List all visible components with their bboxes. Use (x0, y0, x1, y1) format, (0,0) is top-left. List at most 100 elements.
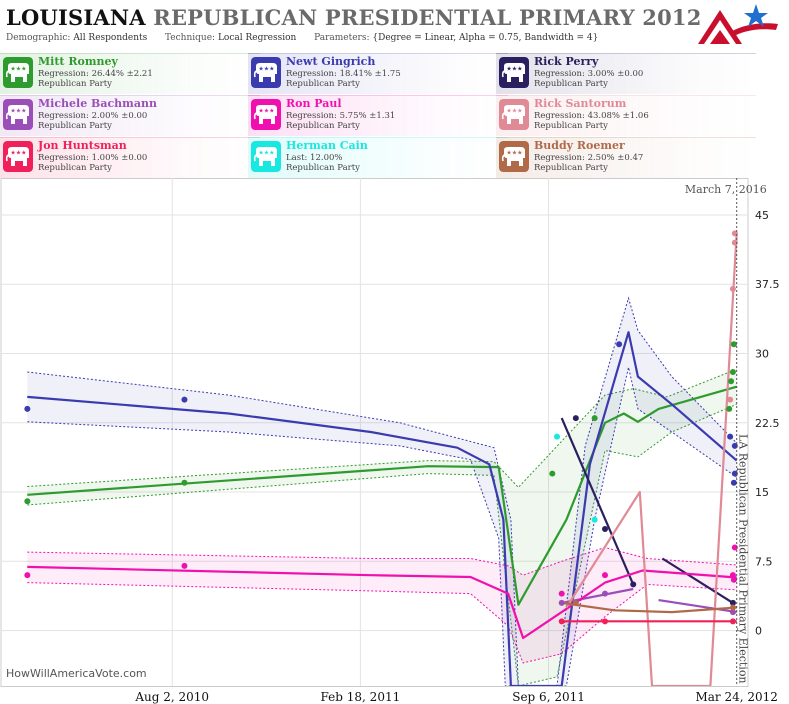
data-point-michele-bachmann-late- (729, 609, 736, 616)
demographic-label: Demographic: (6, 33, 71, 43)
y-tick-label: 37.5 (755, 278, 780, 291)
data-point-mitt-romney (24, 498, 31, 505)
lower-bound-ron-paul (27, 582, 737, 664)
svg-text:★★★: ★★★ (10, 66, 26, 73)
data-point-buddy-roemer (729, 604, 736, 611)
y-tick-label: 0 (755, 625, 762, 638)
svg-text:★★★: ★★★ (506, 108, 522, 115)
elephant-icon: ★★★ (251, 57, 281, 88)
x-tick-label: Aug 2, 2010 (134, 690, 209, 704)
legend-regression-value: Regression: 2.50% ±0.47 (534, 153, 644, 163)
title-state: LOUISIANA (6, 5, 146, 30)
data-point-ron-paul (731, 544, 738, 551)
x-tick-label: Feb 18, 2011 (321, 690, 401, 704)
trend-line-ron-paul (27, 565, 737, 640)
current-date-label: March 7, 2016 (685, 183, 767, 196)
data-point-newt-gingrich (181, 396, 188, 403)
elephant-icon: ★★★ (3, 99, 33, 130)
data-point-rick-santorum (729, 285, 736, 292)
legend-regression-value: Regression: 26.44% ±2.21 (38, 69, 153, 79)
legend-regression-value: Regression: 18.41% ±1.75 (286, 69, 401, 79)
data-point-newt-gingrich (730, 479, 737, 486)
data-point-mitt-romney (591, 415, 598, 422)
data-point-mitt-romney (726, 405, 733, 412)
trend-line-michele-bachmann (561, 587, 634, 604)
legend-candidate-name: Mitt Romney (38, 55, 118, 68)
legend-party: Republican Party (534, 163, 608, 173)
legend-candidate-name: Rick Perry (534, 55, 599, 68)
chart-plot: 0 7.5 15 22.5 30 37.5 45 Aug 2, 2010 Feb 18, 201… (0, 178, 780, 704)
data-point-rick-perry (601, 525, 608, 532)
elephant-icon: ★★★ (499, 57, 529, 88)
data-point-ron-paul (729, 572, 736, 579)
y-tick-label: 30 (755, 347, 769, 360)
legend-item-buddy-roemer[interactable]: ★★★ Buddy Roemer Regression: 2.50% ±0.47 Re… (496, 137, 756, 178)
legend-candidate-name: Newt Gingrich (286, 55, 376, 68)
legend-candidate-name: Rick Santorum (534, 97, 627, 110)
legend-item-rick-santorum[interactable]: ★★★ Rick Santorum Regression: 43.08% ±1.06… (496, 95, 756, 136)
confidence-band-ron-paul (27, 547, 737, 663)
chart-title: LOUISIANA REPUBLICAN PRESIDENTIAL PRIMAR… (6, 5, 702, 30)
legend-item-jon-huntsman[interactable]: ★★★ Jon Huntsman Regression: 1.00% ±0.00 Re… (0, 137, 260, 178)
elephant-icon: ★★★ (499, 99, 529, 130)
y-tick-label: 45 (755, 209, 769, 222)
legend-regression-value: Regression: 2.00% ±0.00 (38, 111, 148, 121)
x-tick-label: Sep 6, 2011 (512, 690, 585, 704)
elephant-icon: ★★★ (3, 57, 33, 88)
lower-bound-mitt-romney (27, 403, 737, 686)
data-point-ron-paul (558, 590, 565, 597)
legend-regression-value: Regression: 1.00% ±0.00 (38, 153, 148, 163)
data-point-newt-gingrich (616, 341, 623, 348)
legend-item-newt-gingrich[interactable]: ★★★ Newt Gingrich Regression: 18.41% ±1.75… (248, 53, 508, 94)
data-point-herman-cain (554, 433, 561, 440)
data-point-ron-paul (601, 572, 608, 579)
data-point-mitt-romney (730, 341, 737, 348)
legend-regression-value: Regression: 5.75% ±1.31 (286, 111, 396, 121)
legend-regression-value: Regression: 3.00% ±0.00 (534, 69, 644, 79)
data-point-jon-huntsman (729, 618, 736, 625)
data-point-jon-huntsman (601, 618, 608, 625)
legend-candidate-name: Herman Cain (286, 139, 368, 152)
legend-item-ron-paul[interactable]: ★★★ Ron Paul Regression: 5.75% ±1.31 Republ… (248, 95, 508, 136)
election-label: LA Republican Presidential Primary Elect… (737, 434, 750, 684)
legend-item-rick-perry[interactable]: ★★★ Rick Perry Regression: 3.00% ±0.00 Repu… (496, 53, 756, 94)
legend-party: Republican Party (534, 121, 608, 131)
legend-party: Republican Party (38, 79, 112, 89)
data-point-ron-paul (730, 576, 737, 583)
data-point-buddy-roemer (572, 599, 579, 606)
legend-party: Republican Party (286, 163, 360, 173)
parameters-label: Parameters: (314, 33, 370, 43)
legend-item-herman-cain[interactable]: ★★★ Herman Cain Last: 12.00% Republican Par… (248, 137, 508, 178)
data-point-rick-perry-late- (729, 599, 736, 606)
trend-line-newt-gingrich (27, 331, 738, 686)
trend-line-buddy-roemer (561, 601, 737, 614)
data-point-rick-santorum (727, 396, 734, 403)
legend-party: Republican Party (286, 121, 360, 131)
site-logo-icon (698, 4, 778, 44)
y-tick-label: 7.5 (755, 555, 773, 568)
parameters-line: Demographic: All Respondents Technique: … (6, 33, 598, 43)
data-point-herman-cain (591, 516, 598, 523)
legend-regression-value: Regression: 43.08% ±1.06 (534, 111, 649, 121)
legend-item-michele-bachmann[interactable]: ★★★ Michele Bachmann Regression: 2.00% ±0.… (0, 95, 260, 136)
legend-party: Republican Party (286, 79, 360, 89)
upper-bound-mitt-romney (27, 368, 737, 489)
data-point-mitt-romney (549, 470, 556, 477)
svg-text:★★★: ★★★ (258, 108, 274, 115)
technique-label: Technique: (165, 33, 216, 43)
legend: ★★★ Mitt Romney Regression: 26.44% ±2.21 Re… (0, 53, 789, 178)
data-point-newt-gingrich (727, 433, 734, 440)
legend-candidate-name: Michele Bachmann (38, 97, 157, 110)
data-point-michele-bachmann (558, 599, 565, 606)
legend-candidate-name: Ron Paul (286, 97, 342, 110)
elephant-icon: ★★★ (251, 99, 281, 130)
legend-item-mitt-romney[interactable]: ★★★ Mitt Romney Regression: 26.44% ±2.21 Re… (0, 53, 260, 94)
data-point-mitt-romney (728, 378, 735, 385)
y-tick-label: 22.5 (755, 417, 780, 430)
data-point-newt-gingrich (24, 405, 31, 412)
svg-text:★★★: ★★★ (506, 150, 522, 157)
lower-bound-newt-gingrich (27, 367, 737, 686)
data-point-mitt-romney (181, 479, 188, 486)
data-point-rick-santorum (731, 239, 738, 246)
legend-party: Republican Party (38, 121, 112, 131)
